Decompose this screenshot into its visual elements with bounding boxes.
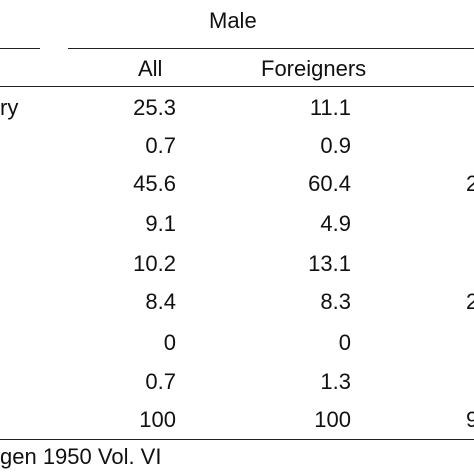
group-header-rule: [68, 48, 474, 49]
cell-foreigners: 4.9: [320, 211, 351, 236]
cell-foreigners: 0.9: [320, 133, 351, 158]
cell-clipped: 2: [466, 171, 474, 196]
cell-all: 25.3: [133, 95, 176, 120]
cell-foreigners: 0: [338, 330, 351, 355]
cell-foreigners: 8.3: [320, 289, 351, 314]
cell-all: 10.2: [133, 251, 176, 276]
cell-all: 0.7: [145, 133, 176, 158]
cell-all: 8.4: [145, 289, 176, 314]
cell-all: 0: [163, 330, 176, 355]
cell-all: 0.7: [145, 369, 176, 394]
source-note: gen 1950 Vol. VI: [0, 444, 162, 469]
cell-all: 9.1: [145, 211, 176, 236]
cell-clipped: 2: [466, 289, 474, 314]
cell-clipped: 9: [466, 407, 474, 432]
cell-foreigners: 13.1: [308, 251, 351, 276]
group-header-male: Male: [209, 8, 257, 33]
cell-foreigners: 60.4: [308, 171, 351, 196]
cell-foreigners: 100: [314, 407, 351, 432]
cell-all: 100: [139, 407, 176, 432]
cell-foreigners: 1.3: [320, 369, 351, 394]
table-bottom-rule: [0, 439, 474, 440]
top-left-rule: [0, 48, 40, 49]
cell-foreigners: 11.1: [309, 95, 351, 120]
cell-all: 45.6: [133, 171, 176, 196]
column-header-rule: [0, 86, 474, 87]
column-header-all: All: [138, 56, 163, 81]
row-label: ry: [0, 95, 19, 120]
column-header-foreigners: Foreigners: [261, 56, 367, 81]
